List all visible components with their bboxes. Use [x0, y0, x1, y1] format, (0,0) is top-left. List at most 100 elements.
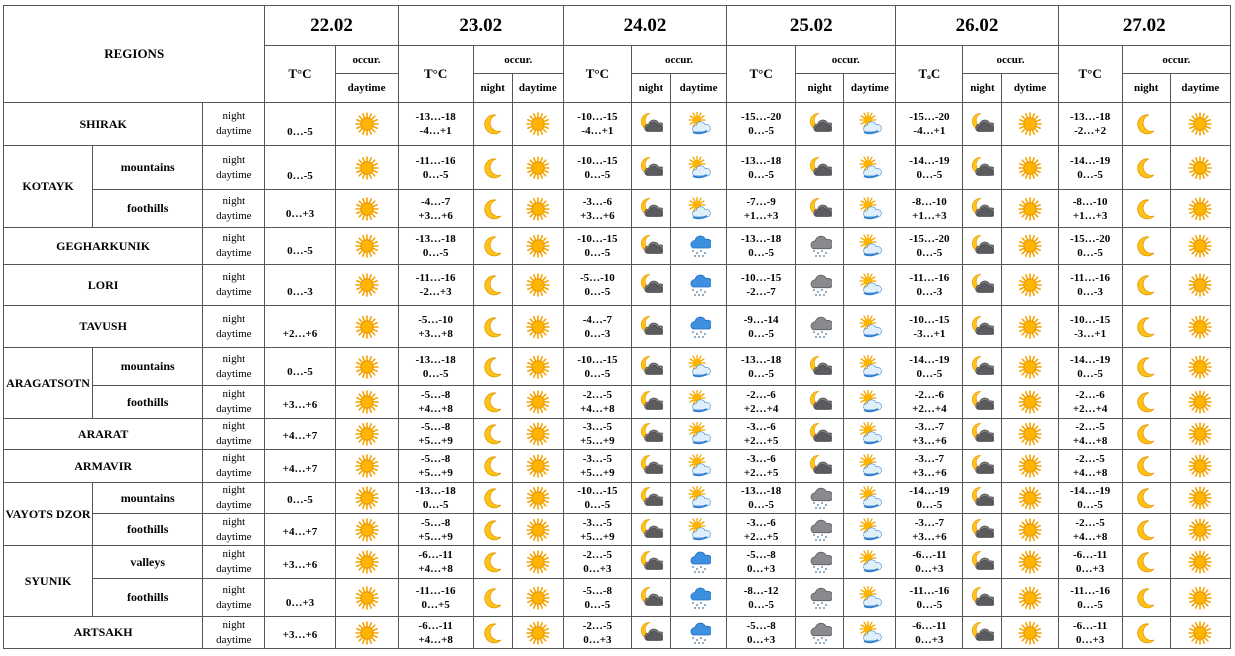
- weather-cell: [334, 347, 399, 386]
- moon-cloud-icon: [639, 454, 666, 478]
- weather-cell: [669, 102, 728, 146]
- moon-icon: [481, 355, 505, 379]
- sun-icon: [354, 620, 379, 645]
- weather-cell: [1169, 513, 1232, 546]
- night-temp: -3…-5: [582, 516, 613, 529]
- weather-cell: [1001, 145, 1059, 190]
- snow-cloud-icon: [687, 273, 712, 297]
- night-temp: -10…-15: [577, 154, 618, 167]
- weather-cell: [630, 305, 671, 348]
- time-of-day-cell: night daytime: [202, 227, 266, 265]
- moon-icon: [1134, 112, 1158, 136]
- moon-cloud-icon: [970, 234, 997, 258]
- day-temp: +4…+8: [1072, 435, 1108, 447]
- weather-cell: [1121, 102, 1171, 146]
- night-temp: -6…-11: [912, 549, 947, 561]
- night-temp: -3…-6: [582, 195, 613, 208]
- daytime-label: daytime: [216, 598, 252, 611]
- night-temp: -2…-6: [914, 389, 945, 401]
- day-temp: +4…+8: [1072, 467, 1108, 479]
- night-temp: -3…-6: [746, 453, 776, 465]
- night-temp: -10…-15: [577, 233, 618, 245]
- moon-icon: [1134, 197, 1158, 221]
- dark-snow-cloud-icon: [808, 234, 834, 258]
- temp-cell: -3…-7 +3…+6: [895, 449, 964, 483]
- daytime-label: daytime: [216, 499, 252, 511]
- sun-cloud-icon: [858, 421, 882, 446]
- day-temp: 0…-5: [1077, 598, 1103, 611]
- moon-icon: [1134, 550, 1158, 574]
- temp-cell: -5…-8 +5…+9: [397, 418, 474, 450]
- sun-icon: [1018, 620, 1042, 645]
- daytime-header: daytime: [334, 73, 399, 103]
- day-temp: +2…+4: [912, 403, 947, 415]
- day-temp: +3…+6: [418, 209, 453, 222]
- day-temp: 0…-3: [584, 327, 611, 340]
- weather-cell: [472, 102, 513, 146]
- weather-cell: [1121, 482, 1171, 514]
- temp-cell: +4…+7: [264, 449, 336, 483]
- sun-cloud-icon: [858, 313, 882, 339]
- weather-cell: [472, 616, 513, 649]
- sun-icon: [1188, 273, 1213, 297]
- weather-cell: [472, 545, 513, 579]
- weather-cell: [472, 449, 513, 483]
- day-temp: 0…-5: [916, 598, 943, 611]
- moon-cloud-icon: [970, 518, 997, 542]
- moon-icon: [1134, 454, 1158, 478]
- sun-cloud-icon: [687, 453, 711, 478]
- weather-cell: [334, 385, 399, 419]
- sun-icon: [525, 354, 550, 379]
- moon-icon: [481, 112, 505, 136]
- temp-cell: -11…-16 0…-5: [397, 145, 474, 190]
- weather-cell: [795, 482, 845, 514]
- weather-cell: [472, 513, 513, 546]
- day-temp: +5…+9: [418, 530, 453, 543]
- forecast-table: REGIONS 22.02 23.02 24.02 25.02 26.02 27…: [2, 5, 1232, 649]
- day-temp: +5…+9: [580, 530, 615, 543]
- day-temp: +1…+3: [912, 209, 947, 222]
- day-temp: 0…+3: [915, 563, 944, 575]
- weather-cell: [843, 482, 897, 514]
- sun-icon: [1018, 390, 1042, 414]
- daytime-label: daytime: [216, 209, 252, 222]
- region-name: TAVUSH: [2, 305, 204, 348]
- moon-cloud-icon: [639, 550, 666, 574]
- subregion-name: valleys: [92, 545, 204, 579]
- sun-icon: [1018, 234, 1042, 258]
- weather-cell: [843, 102, 897, 146]
- sun-icon: [1018, 585, 1042, 610]
- day-temp: 0…-5: [916, 499, 943, 511]
- sun-cloud-icon: [858, 195, 882, 221]
- temp-cell: -10…-15 0…-5: [562, 227, 632, 265]
- weather-cell: [1001, 616, 1059, 649]
- subregion-name: foothills: [92, 578, 204, 617]
- weather-cell: [843, 264, 897, 306]
- day-temp: 0…-5: [916, 168, 943, 181]
- header-row-tod: daytime night daytime night daytime nigh…: [4, 73, 1232, 103]
- sun-icon: [1188, 620, 1213, 645]
- day-temp: 0…+5: [421, 598, 450, 611]
- temp-cell: -11…-16 0…-5: [895, 578, 964, 617]
- occur-header: occur.: [962, 45, 1059, 74]
- weather-cell: [334, 616, 399, 649]
- moon-cloud-icon: [639, 234, 666, 258]
- night-temp: -10…-15: [909, 313, 950, 326]
- temp-cell: -15…-20 -4…+1: [895, 102, 964, 146]
- day-temp: 0…-5: [748, 327, 774, 340]
- temp-cell: -10…-15 -4…+1: [562, 102, 632, 146]
- temp-cell: -10…-15 0…-5: [562, 145, 632, 190]
- temp-cell: -13…-18 0…-5: [397, 482, 474, 514]
- night-temp: -4…-7: [420, 195, 451, 208]
- sun-icon: [1018, 550, 1042, 574]
- header-row-occur: T°C occur. T°C occur. T°C occur. T°C occ…: [4, 45, 1232, 103]
- moon-icon: [1134, 422, 1158, 446]
- night-temp: -14…-19: [909, 485, 950, 497]
- day-temp: -2…+3: [419, 286, 452, 298]
- moon-icon: [1134, 518, 1158, 542]
- night-label: night: [222, 194, 246, 207]
- temp-cell: -11…-16 0…-3: [895, 264, 964, 306]
- sun-icon: [525, 390, 550, 414]
- night-label: night: [222, 420, 246, 432]
- sun-icon: [1018, 273, 1042, 297]
